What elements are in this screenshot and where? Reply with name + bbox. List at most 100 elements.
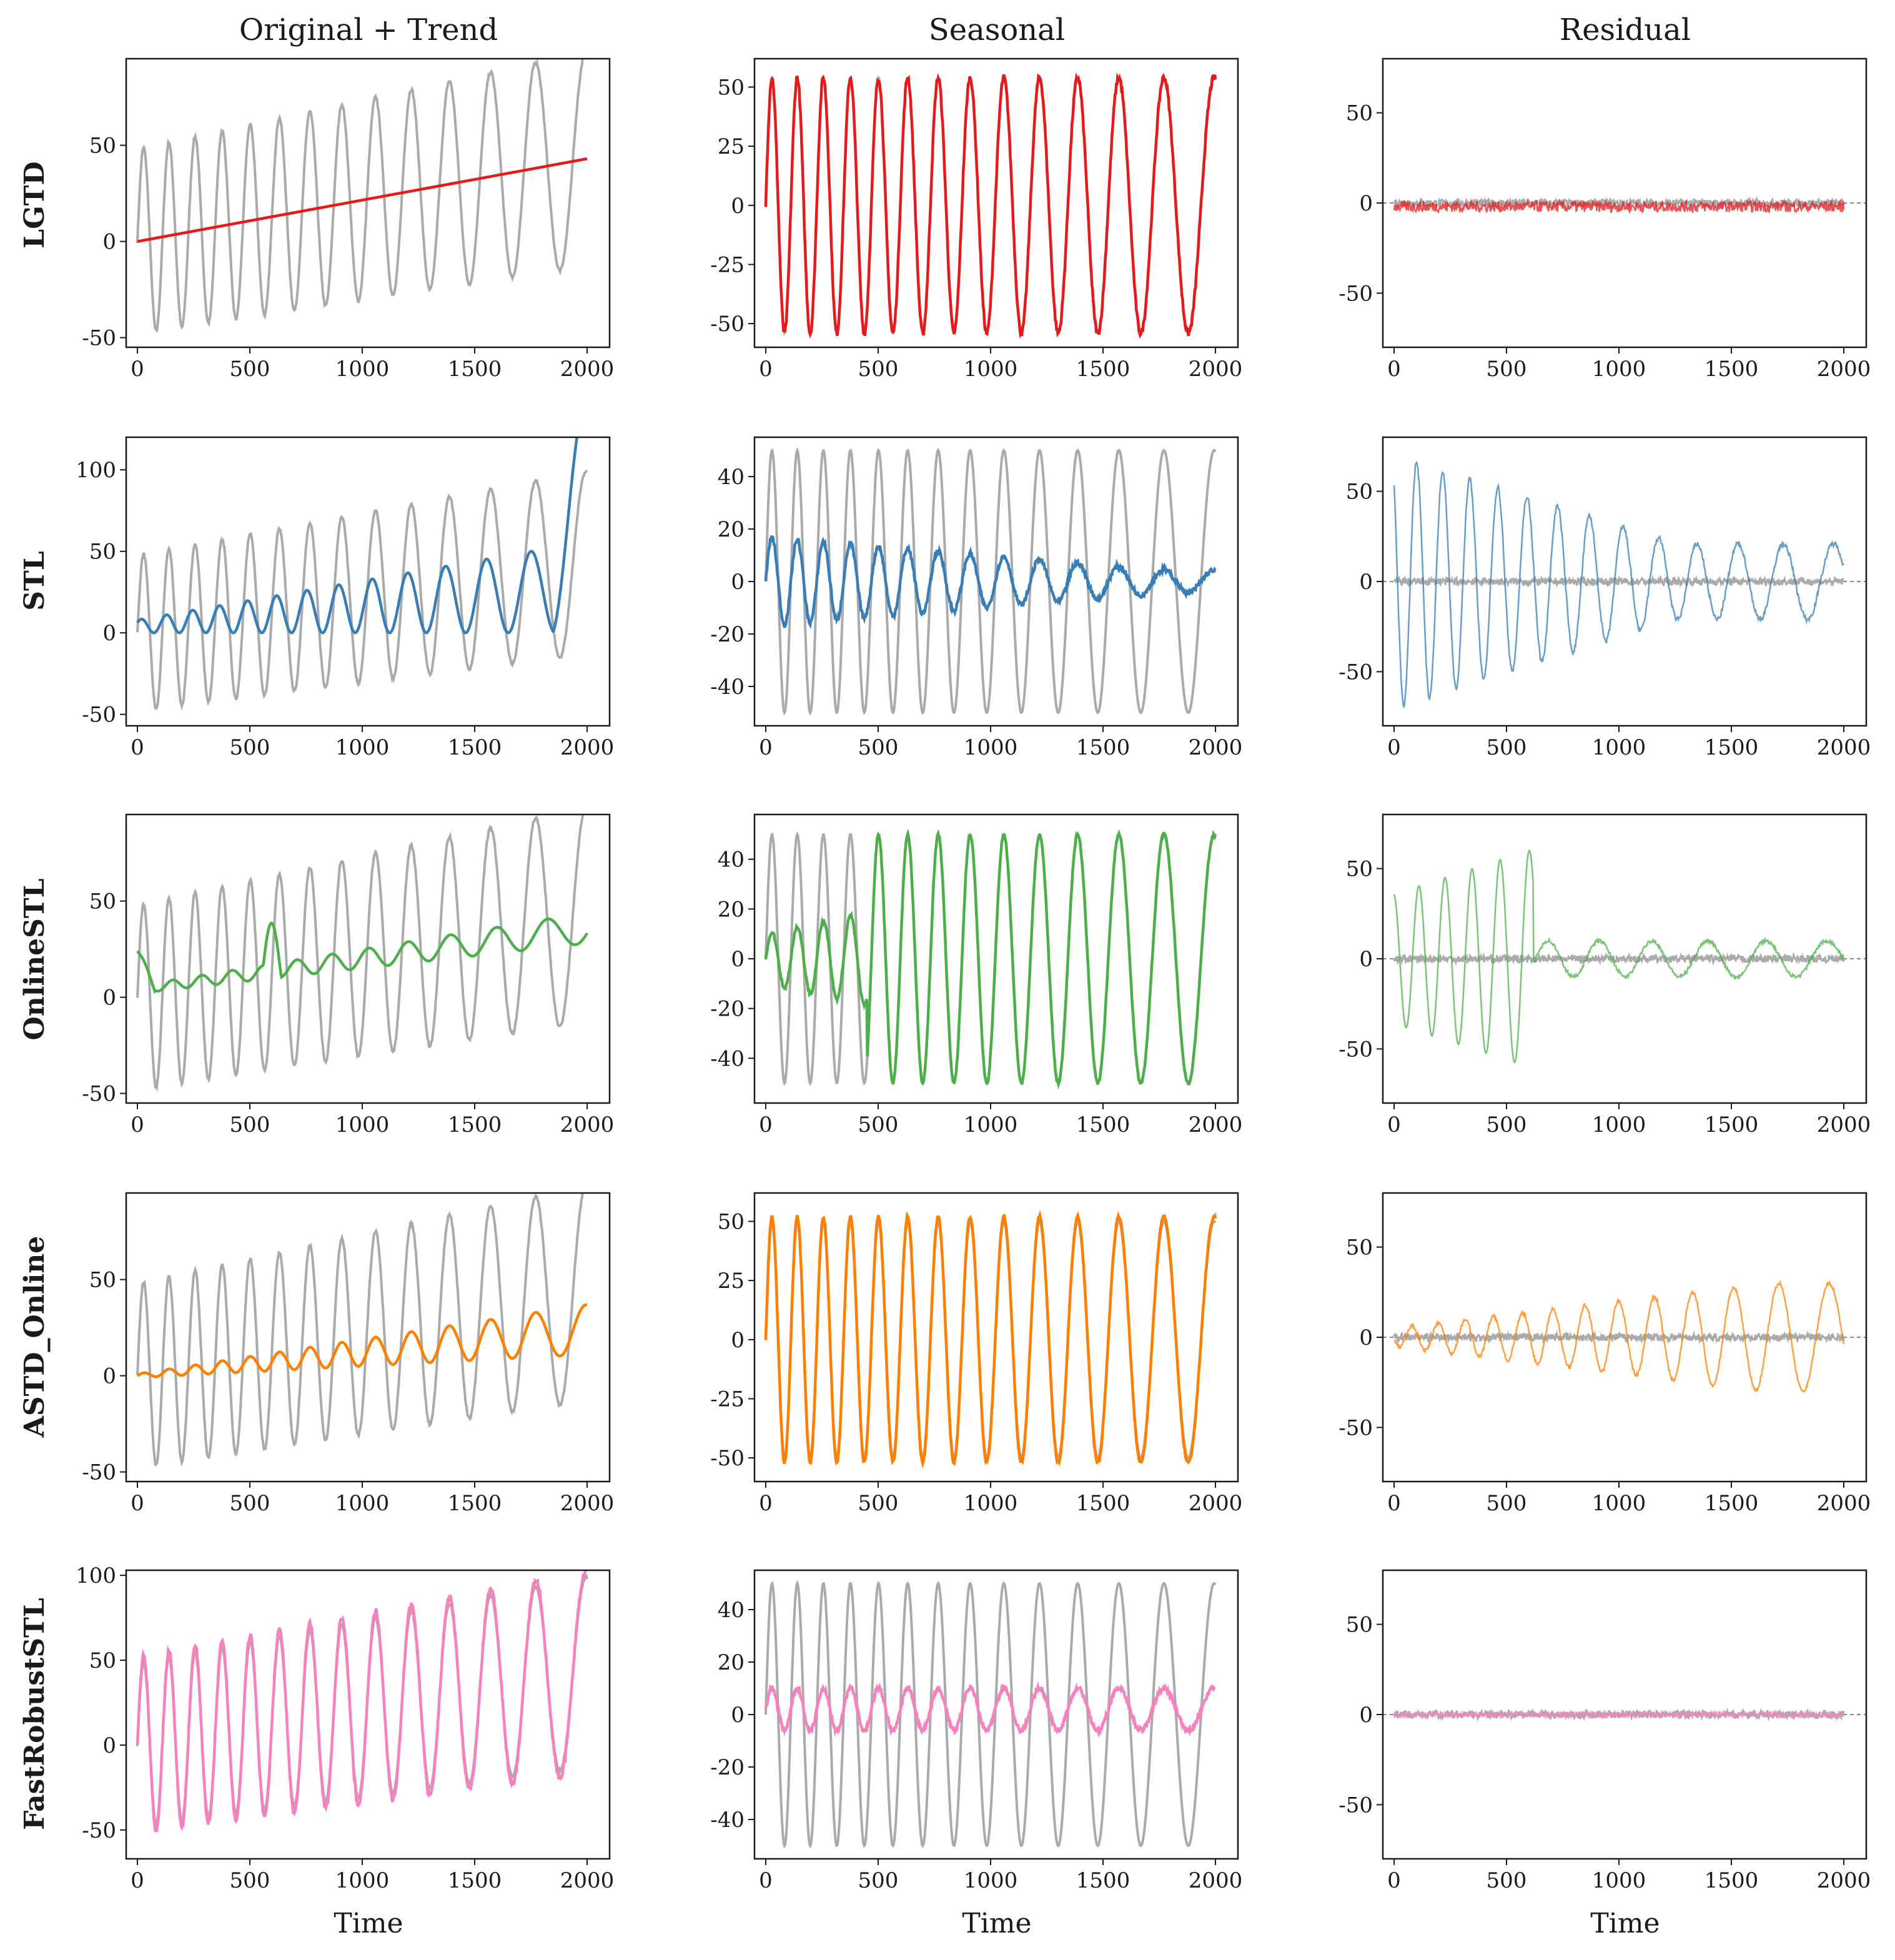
x-tick-label: 0: [1387, 357, 1401, 382]
x-tick-label: 1000: [335, 735, 390, 760]
x-tick-label: 1000: [335, 1491, 390, 1516]
y-tick-label: -50: [82, 326, 116, 351]
x-tick-label: 1500: [1076, 357, 1131, 382]
panel-lgtd-residual: 0 500 1000 1500 2000 -50 0 50: [1338, 57, 1871, 382]
reference-line-lgtd-residual: [1393, 196, 1845, 210]
y-tick-label: -50: [710, 312, 745, 337]
y-tick-label: 50: [718, 1209, 745, 1234]
x-tick-label: 1500: [448, 357, 502, 382]
y-tick-label: 0: [1359, 1325, 1373, 1350]
x-tick-label: 1000: [1592, 1491, 1646, 1516]
panel-fastrobuststl-seasonal: 0 500 1000 1500 2000 -40 -20 0 20 40: [710, 1569, 1242, 1893]
x-tick-label: 1500: [1076, 1112, 1131, 1137]
x-tick-label: 0: [131, 1868, 144, 1893]
y-tick-label: -50: [710, 1446, 745, 1471]
x-tick-label: 0: [1387, 1868, 1401, 1893]
x-tick-label: 500: [858, 1112, 899, 1137]
x-tick-label: 500: [858, 1868, 899, 1893]
x-tick-label: 2000: [1817, 1868, 1871, 1893]
reference-line-stl-seasonal: [764, 447, 1217, 716]
column-title-original-trend: Original + Trend: [239, 12, 498, 47]
x-tick-label: 1000: [1592, 735, 1646, 760]
x-tick-label: 2000: [1817, 1491, 1871, 1516]
estimate-line-stl-residual: [1393, 461, 1844, 709]
xlabel-col-3: Time: [1590, 1908, 1660, 1939]
y-tick-label: -50: [82, 1082, 116, 1107]
axes-frame: [125, 813, 611, 1104]
x-tick-label: 1500: [1076, 735, 1131, 760]
y-tick-label: 25: [718, 1269, 745, 1294]
x-tick-label: 500: [858, 1491, 899, 1516]
y-tick-label: 50: [1346, 857, 1373, 882]
x-tick-label: 2000: [1189, 357, 1243, 382]
x-tick-label: 500: [1487, 1868, 1527, 1893]
estimate-line-fastrobuststl-trend: [136, 1570, 588, 1833]
y-tick-label: -50: [82, 703, 116, 728]
panel-onlinestl-residual: 0 500 1000 1500 2000 -50 0 50: [1338, 813, 1871, 1137]
y-tick-label: 50: [1346, 101, 1373, 126]
y-tick-label: 0: [1359, 570, 1373, 595]
axes-frame: [125, 1192, 611, 1483]
x-tick-label: 500: [230, 1491, 270, 1516]
y-tick-label: 50: [1346, 1613, 1373, 1638]
reference-line-astd-online-trend: [136, 1193, 585, 1467]
y-tick-label: 20: [718, 517, 745, 542]
panel-astd-online-trend: 0 500 1000 1500 2000 -50 0 50: [82, 1192, 614, 1516]
x-tick-label: 500: [1487, 1491, 1527, 1516]
estimate-line-stl-seasonal: [764, 535, 1217, 629]
estimate-line-fastrobuststl-seasonal: [764, 1681, 1216, 1738]
panel-lgtd-trend: 0 500 1000 1500 2000 -50 0 50: [82, 57, 614, 382]
x-tick-label: 2000: [1189, 1112, 1243, 1137]
y-tick-label: -40: [710, 1808, 745, 1833]
row-label-fastrobuststl: FastRobustSTL: [19, 1598, 51, 1830]
x-tick-label: 2000: [1817, 1112, 1871, 1137]
x-tick-label: 1000: [964, 1112, 1018, 1137]
x-tick-label: 1000: [1592, 357, 1646, 382]
panel-stl-seasonal: 0 500 1000 1500 2000 -40 -20 0 20 40: [710, 436, 1242, 760]
y-tick-label: 0: [1359, 191, 1373, 216]
y-tick-label: 40: [718, 1598, 745, 1623]
y-tick-label: -20: [710, 997, 745, 1022]
column-title-seasonal: Seasonal: [929, 12, 1065, 47]
x-tick-label: 1500: [448, 1868, 502, 1893]
x-tick-label: 0: [1387, 735, 1401, 760]
y-tick-label: 0: [102, 1733, 116, 1758]
y-tick-label: 100: [76, 1563, 116, 1588]
x-tick-label: 1000: [964, 357, 1018, 382]
x-tick-label: 500: [1487, 357, 1527, 382]
y-tick-label: 0: [731, 1328, 745, 1353]
x-tick-label: 2000: [560, 1112, 615, 1137]
x-tick-label: 500: [230, 735, 270, 760]
x-tick-label: 500: [1487, 1112, 1527, 1137]
x-tick-label: 1000: [335, 1112, 390, 1137]
y-tick-label: 50: [718, 75, 745, 100]
x-tick-label: 1500: [448, 1491, 502, 1516]
panel-stl-residual: 0 500 1000 1500 2000 -50 0 50: [1338, 436, 1871, 760]
y-tick-label: -25: [710, 1387, 745, 1412]
row-label-stl: STL: [19, 551, 51, 610]
estimate-line-lgtd-residual: [1393, 199, 1845, 215]
y-tick-label: 40: [718, 848, 745, 873]
x-tick-label: 1500: [1705, 735, 1759, 760]
x-tick-label: 2000: [560, 735, 615, 760]
estimate-line-onlinestl-seasonal: [764, 828, 1217, 1090]
y-tick-label: -20: [710, 622, 745, 647]
estimate-line-lgtd-seasonal: [764, 72, 1217, 339]
estimate-line-astd-online-seasonal: [764, 1210, 1217, 1469]
x-tick-label: 0: [1387, 1112, 1401, 1137]
x-tick-label: 1000: [335, 357, 390, 382]
panel-astd-online-residual: 0 500 1000 1500 2000 -50 0 50: [1338, 1192, 1871, 1516]
x-tick-label: 0: [1387, 1491, 1401, 1516]
estimate-line-astd-online-trend: [136, 1303, 588, 1378]
x-tick-label: 1000: [1592, 1112, 1646, 1137]
y-tick-label: -50: [1338, 281, 1373, 306]
x-tick-label: 1500: [448, 1112, 502, 1137]
x-tick-label: 0: [131, 1112, 144, 1137]
x-tick-label: 2000: [1817, 357, 1871, 382]
y-tick-label: 0: [1359, 1703, 1373, 1728]
y-tick-label: 40: [718, 465, 745, 490]
estimate-line-onlinestl-residual: [1393, 849, 1844, 1064]
estimate-line-fastrobuststl-residual: [1393, 1708, 1845, 1721]
y-tick-label: 50: [89, 540, 116, 565]
x-tick-label: 1500: [1076, 1491, 1131, 1516]
